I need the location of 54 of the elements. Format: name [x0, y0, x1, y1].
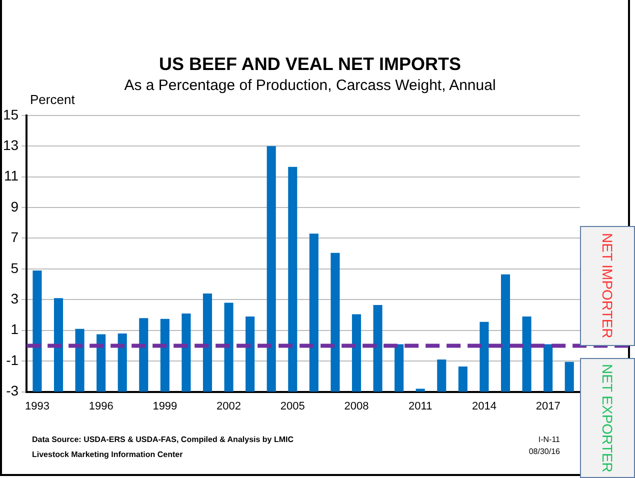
bar — [522, 316, 532, 392]
source-note: Data Source: USDA-ERS & USDA-FAS, Compiled & Analysis by LMIC — [32, 435, 294, 444]
bar — [500, 274, 510, 392]
y-tick-label: 13 — [2, 136, 19, 153]
bar — [416, 388, 425, 392]
bar — [458, 366, 468, 392]
bar — [182, 313, 191, 392]
y-tick-label: 3 — [10, 290, 19, 307]
bar — [288, 166, 298, 392]
y-tick-label: 7 — [10, 229, 19, 246]
bar — [246, 316, 255, 392]
y-tick-label: -1 — [6, 352, 19, 368]
y-tick-label: 15 — [2, 106, 19, 122]
bar — [160, 318, 170, 392]
bar — [118, 333, 127, 392]
text: 08/30/16 — [528, 447, 560, 456]
x-tick-label: 2005 — [280, 400, 305, 412]
y-axis-title: Percent — [30, 92, 75, 107]
bar — [437, 360, 446, 392]
bar — [75, 328, 84, 392]
bar — [96, 334, 106, 392]
bar — [352, 314, 362, 392]
x-tick-label: 2017 — [536, 400, 560, 412]
bar — [202, 294, 212, 392]
bar — [266, 146, 276, 392]
bar — [330, 252, 340, 392]
bar — [394, 344, 404, 392]
y-tick-label: 11 — [4, 168, 19, 184]
y-tick-label: 5 — [10, 260, 19, 276]
x-tick-label: 2014 — [472, 400, 496, 412]
x-tick-label: 1993 — [24, 400, 50, 412]
x-tick-label: 2002 — [216, 400, 242, 412]
bar — [54, 298, 64, 392]
x-tick-label: 1999 — [152, 400, 178, 412]
bar — [309, 234, 318, 392]
text: NET IMPORTER — [600, 233, 616, 339]
bar — [373, 305, 382, 392]
text: Livestock Marketing Information Center — [32, 450, 183, 459]
text: NET EXPORTER — [600, 364, 616, 472]
text: I-N-11 — [537, 435, 560, 444]
bar — [139, 318, 148, 392]
bar — [544, 344, 553, 392]
bar — [224, 302, 234, 392]
bar — [564, 362, 574, 392]
bar — [480, 322, 489, 392]
y-tick-label: 1 — [10, 321, 19, 338]
chart-title: US BEEF AND VEAL NET IMPORTS — [158, 54, 462, 75]
chart-subtitle: As a Percentage of Production, Carcass Weight, Annual — [124, 77, 496, 94]
bar — [32, 270, 42, 392]
x-tick-label: 2008 — [344, 400, 369, 412]
x-tick-label: 1996 — [88, 400, 114, 412]
y-tick-label: 9 — [10, 198, 19, 214]
y-tick-label: -3 — [6, 382, 19, 399]
x-tick-label: 2011 — [408, 400, 432, 412]
